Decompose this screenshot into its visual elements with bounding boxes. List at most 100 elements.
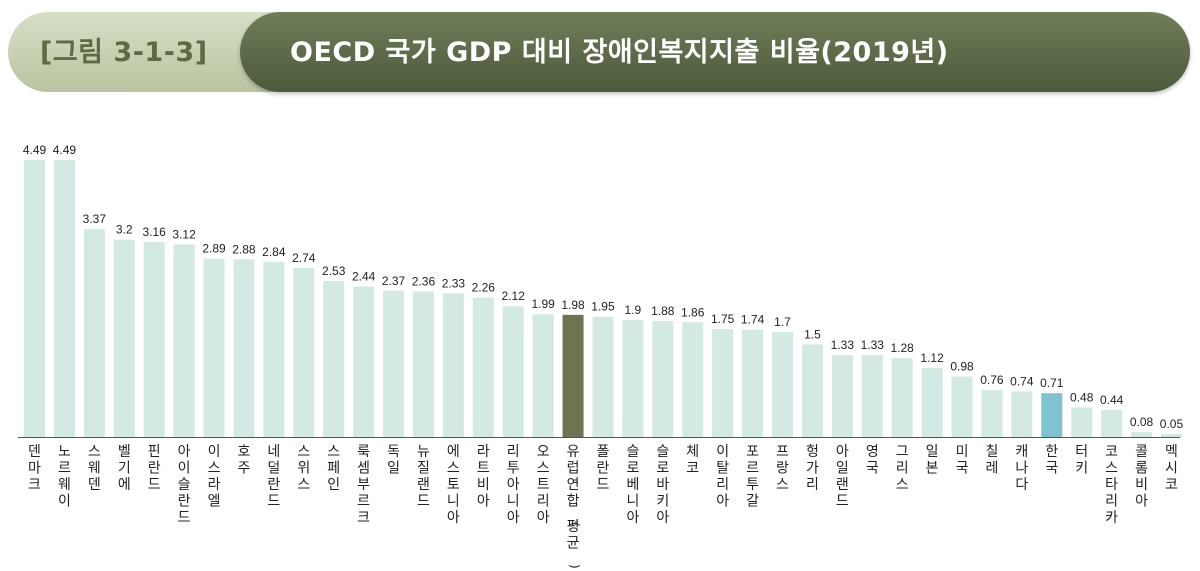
figure-title-pill <box>240 12 1190 92</box>
data-label-3: 3.2 <box>116 223 133 237</box>
bar-29 <box>891 358 913 437</box>
data-label-27: 1.33 <box>831 338 855 352</box>
bar-26 <box>801 344 823 437</box>
data-label-11: 2.44 <box>352 269 376 283</box>
bar-28 <box>861 354 883 437</box>
data-label-2: 3.37 <box>83 212 107 226</box>
data-label-1: 4.49 <box>53 143 77 157</box>
data-label-10: 2.53 <box>322 264 346 278</box>
data-label-7: 2.88 <box>232 242 256 256</box>
data-label-24: 1.74 <box>741 313 765 327</box>
bar-12 <box>383 290 405 437</box>
data-label-21: 1.88 <box>651 304 675 318</box>
data-label-9: 2.74 <box>292 251 316 265</box>
bar-13 <box>412 291 434 437</box>
bar-25 <box>772 332 793 437</box>
data-label-30: 1.12 <box>920 351 944 365</box>
bar-18 <box>562 314 584 437</box>
bar-19 <box>592 316 614 437</box>
data-label-33: 0.74 <box>1010 374 1034 388</box>
bar-6 <box>203 258 225 437</box>
bar-37 <box>1131 432 1153 437</box>
data-label-5: 3.12 <box>172 228 196 242</box>
bar-35 <box>1071 407 1093 437</box>
data-label-32: 0.76 <box>980 373 1004 387</box>
data-label-0: 4.49 <box>23 143 47 157</box>
bar-32 <box>981 390 1003 437</box>
data-label-35: 0.48 <box>1070 390 1094 404</box>
bar-36 <box>1101 409 1123 437</box>
figure-header: [그림 3-1-3] OECD 국가 GDP 대비 장애인복지지출 비율(201… <box>0 0 1200 100</box>
bar-21 <box>652 321 674 437</box>
data-label-18: 1.98 <box>561 298 585 312</box>
data-label-16: 2.12 <box>502 289 526 303</box>
bar-33 <box>1011 391 1033 437</box>
data-label-34: 0.71 <box>1040 376 1064 390</box>
bar-5 <box>173 244 195 437</box>
bar-7 <box>233 259 255 437</box>
bar-10 <box>323 280 345 437</box>
bar-15 <box>472 297 494 437</box>
bar-31 <box>951 376 973 437</box>
bar-20 <box>622 319 644 437</box>
data-label-38: 0.05 <box>1160 417 1184 431</box>
bar-11 <box>353 286 375 437</box>
data-label-15: 2.26 <box>472 281 496 295</box>
data-label-19: 1.95 <box>591 300 615 314</box>
bar-8 <box>263 261 285 437</box>
bar-23 <box>712 329 734 437</box>
data-label-14: 2.33 <box>442 276 466 290</box>
data-label-6: 2.89 <box>202 242 226 256</box>
bar-30 <box>921 367 943 437</box>
data-label-25: 1.7 <box>774 315 791 329</box>
bar-1 <box>53 160 75 437</box>
data-label-22: 1.86 <box>681 305 705 319</box>
bar-17 <box>532 314 554 437</box>
chart-title: OECD 국가 GDP 대비 장애인복지지출 비율(2019년) <box>290 37 949 68</box>
data-label-13: 2.36 <box>412 274 436 288</box>
data-label-37: 0.08 <box>1130 415 1154 429</box>
bar-38 <box>1160 433 1182 437</box>
bar-9 <box>293 267 315 437</box>
bar-27 <box>831 354 853 437</box>
data-label-4: 3.16 <box>143 225 167 239</box>
data-label-20: 1.9 <box>625 303 642 317</box>
bar-2 <box>83 229 105 437</box>
bar-14 <box>442 293 464 437</box>
bar-4 <box>143 242 165 437</box>
bar-0 <box>24 160 45 437</box>
data-label-23: 1.75 <box>711 312 735 326</box>
bar-24 <box>742 329 764 437</box>
figure-label: [그림 3-1-3] <box>40 37 208 68</box>
data-label-28: 1.33 <box>861 338 885 352</box>
